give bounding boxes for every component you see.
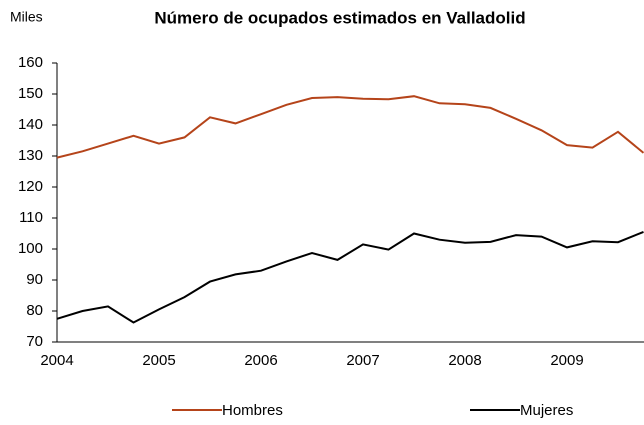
legend-label: Hombres bbox=[222, 402, 283, 419]
y-tick-label: 90 bbox=[26, 271, 43, 288]
x-tick-label: 2005 bbox=[142, 352, 175, 369]
y-tick-label: 110 bbox=[19, 209, 43, 226]
series-line bbox=[56, 95, 644, 159]
chart-title: Número de ocupados estimados en Valladol… bbox=[154, 8, 525, 27]
x-tick-label: 2004 bbox=[40, 352, 73, 369]
y-tick-label: 70 bbox=[26, 333, 43, 350]
y-tick-label: 80 bbox=[26, 302, 43, 319]
y-axis-label: Miles bbox=[10, 9, 43, 25]
y-tick-label: 140 bbox=[18, 116, 43, 133]
x-tick-label: 2009 bbox=[550, 352, 583, 369]
y-tick-label: 120 bbox=[18, 178, 43, 195]
y-tick-label: 160 bbox=[18, 54, 43, 71]
y-tick-label: 100 bbox=[18, 240, 43, 257]
series-line bbox=[56, 230, 644, 324]
x-tick-label: 2006 bbox=[244, 352, 277, 369]
x-tick-label: 2007 bbox=[346, 352, 379, 369]
y-tick-label: 130 bbox=[18, 147, 43, 164]
y-tick-label: 150 bbox=[18, 85, 43, 102]
x-tick-label: 2008 bbox=[448, 352, 481, 369]
legend-label: Mujeres bbox=[520, 402, 573, 419]
